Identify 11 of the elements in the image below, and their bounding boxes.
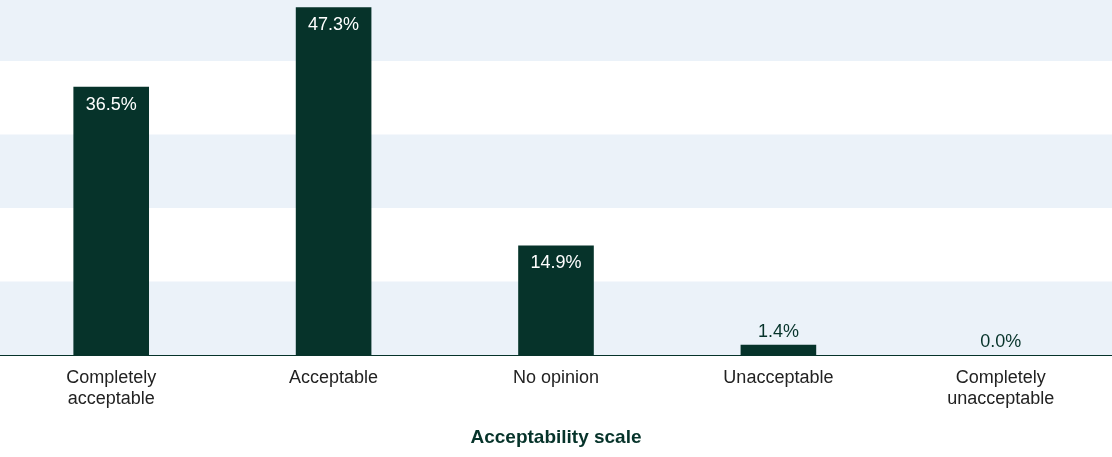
data-label: 1.4%	[757, 320, 799, 341]
data-label: 0.0%	[980, 330, 1022, 351]
x-tick-label: Unacceptable	[723, 366, 834, 387]
data-label: 14.9%	[530, 252, 582, 273]
x-tick-label: Acceptable	[289, 366, 379, 387]
x-tick-label: No opinion	[512, 366, 600, 387]
data-label: 36.5%	[85, 93, 137, 114]
data-label: 47.3%	[308, 14, 360, 35]
x-axis-title: Acceptability scale	[470, 425, 642, 447]
x-tick-label: Completely unacceptable	[947, 366, 1055, 409]
x-tick-label: Completely acceptable	[66, 366, 157, 409]
